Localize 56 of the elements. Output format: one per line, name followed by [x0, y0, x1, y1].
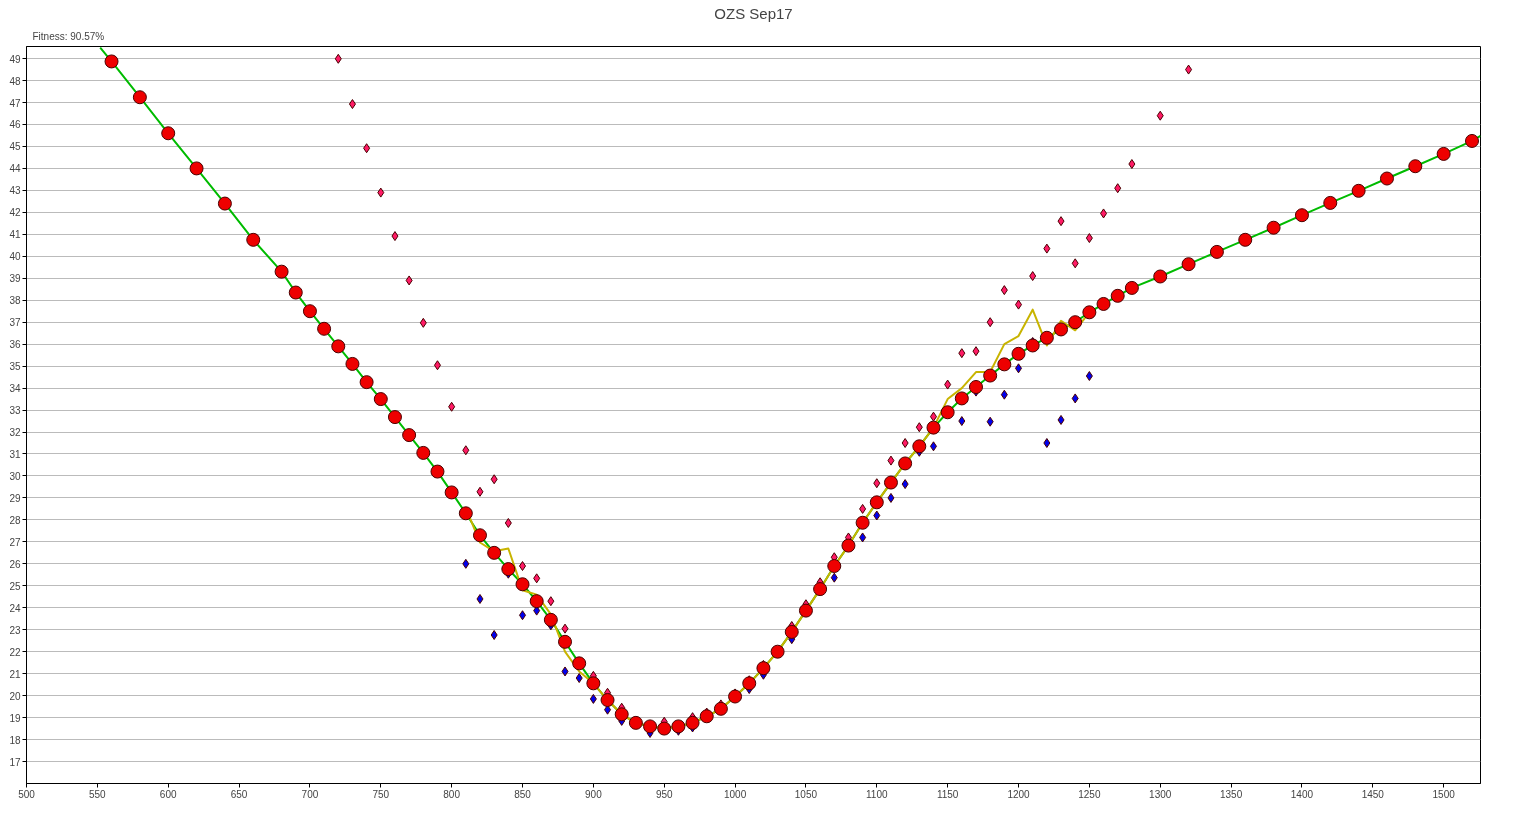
y-tick-label: 43 [9, 185, 21, 197]
x-tick-label: 1450 [1361, 788, 1385, 800]
y-tick-label: 30 [9, 470, 21, 482]
y-tick-label: 41 [9, 229, 21, 241]
y-tick-label: 35 [9, 361, 21, 373]
y-tick-label: 27 [9, 536, 21, 548]
x-tick-label: 900 [585, 788, 603, 800]
y-tick-label: 28 [9, 514, 21, 526]
y-tick-label: 21 [9, 668, 21, 680]
y-tick-label: 44 [9, 163, 21, 175]
y-tick-label: 46 [9, 119, 21, 131]
y-tick-label: 34 [9, 383, 21, 395]
y-tick-label: 19 [9, 712, 21, 724]
y-tick-label: 37 [9, 317, 21, 329]
y-tick-label: 47 [9, 97, 21, 109]
y-tick-label: 49 [9, 53, 21, 65]
y-tick-label: 42 [9, 207, 21, 219]
y-tick-label: 32 [9, 427, 21, 439]
y-tick-label: 22 [9, 646, 21, 658]
y-tick-label: 45 [9, 141, 21, 153]
y-tick-label: 18 [9, 734, 21, 746]
y-tick-label: 31 [9, 448, 21, 460]
y-tick-label: 24 [9, 602, 21, 614]
x-tick-label: 1050 [794, 788, 818, 800]
text: Fitness: 90.57% [32, 30, 105, 42]
y-tick-label: 20 [9, 690, 21, 702]
x-tick-label: 800 [443, 788, 461, 800]
x-tick-label: 1350 [1219, 788, 1243, 800]
y-tick-label: 33 [9, 405, 21, 417]
x-tick-label: 950 [655, 788, 673, 800]
x-tick-label: 1400 [1290, 788, 1314, 800]
x-tick-label: 650 [230, 788, 248, 800]
y-tick-label: 23 [9, 624, 21, 636]
y-tick-label: 40 [9, 251, 21, 263]
x-tick-label: 550 [89, 788, 107, 800]
y-tick-label: 26 [9, 558, 21, 570]
y-tick-label: 38 [9, 295, 21, 307]
x-tick-label: 1250 [1078, 788, 1101, 800]
y-tick-label: 48 [9, 75, 21, 87]
y-tick-label: 17 [9, 756, 21, 768]
x-tick-label: 700 [301, 788, 319, 800]
x-tick-label: 1000 [723, 788, 747, 800]
y-tick-label: 36 [9, 339, 21, 351]
x-tick-label: 1500 [1432, 788, 1456, 800]
x-tick-label: 850 [514, 788, 532, 800]
x-tick-label: 1150 [936, 788, 959, 800]
chart-title: OZS Sep17 [714, 4, 793, 22]
x-tick-label: 1300 [1149, 788, 1172, 800]
x-tick-label: 750 [372, 788, 390, 800]
y-tick-label: 39 [9, 273, 21, 285]
y-tick-label: 25 [9, 580, 21, 592]
x-tick-label: 1100 [866, 788, 888, 800]
y-tick-label: 29 [9, 492, 21, 504]
x-tick-label: 600 [159, 788, 177, 800]
x-tick-label: 500 [18, 788, 36, 800]
x-tick-label: 1200 [1007, 788, 1031, 800]
